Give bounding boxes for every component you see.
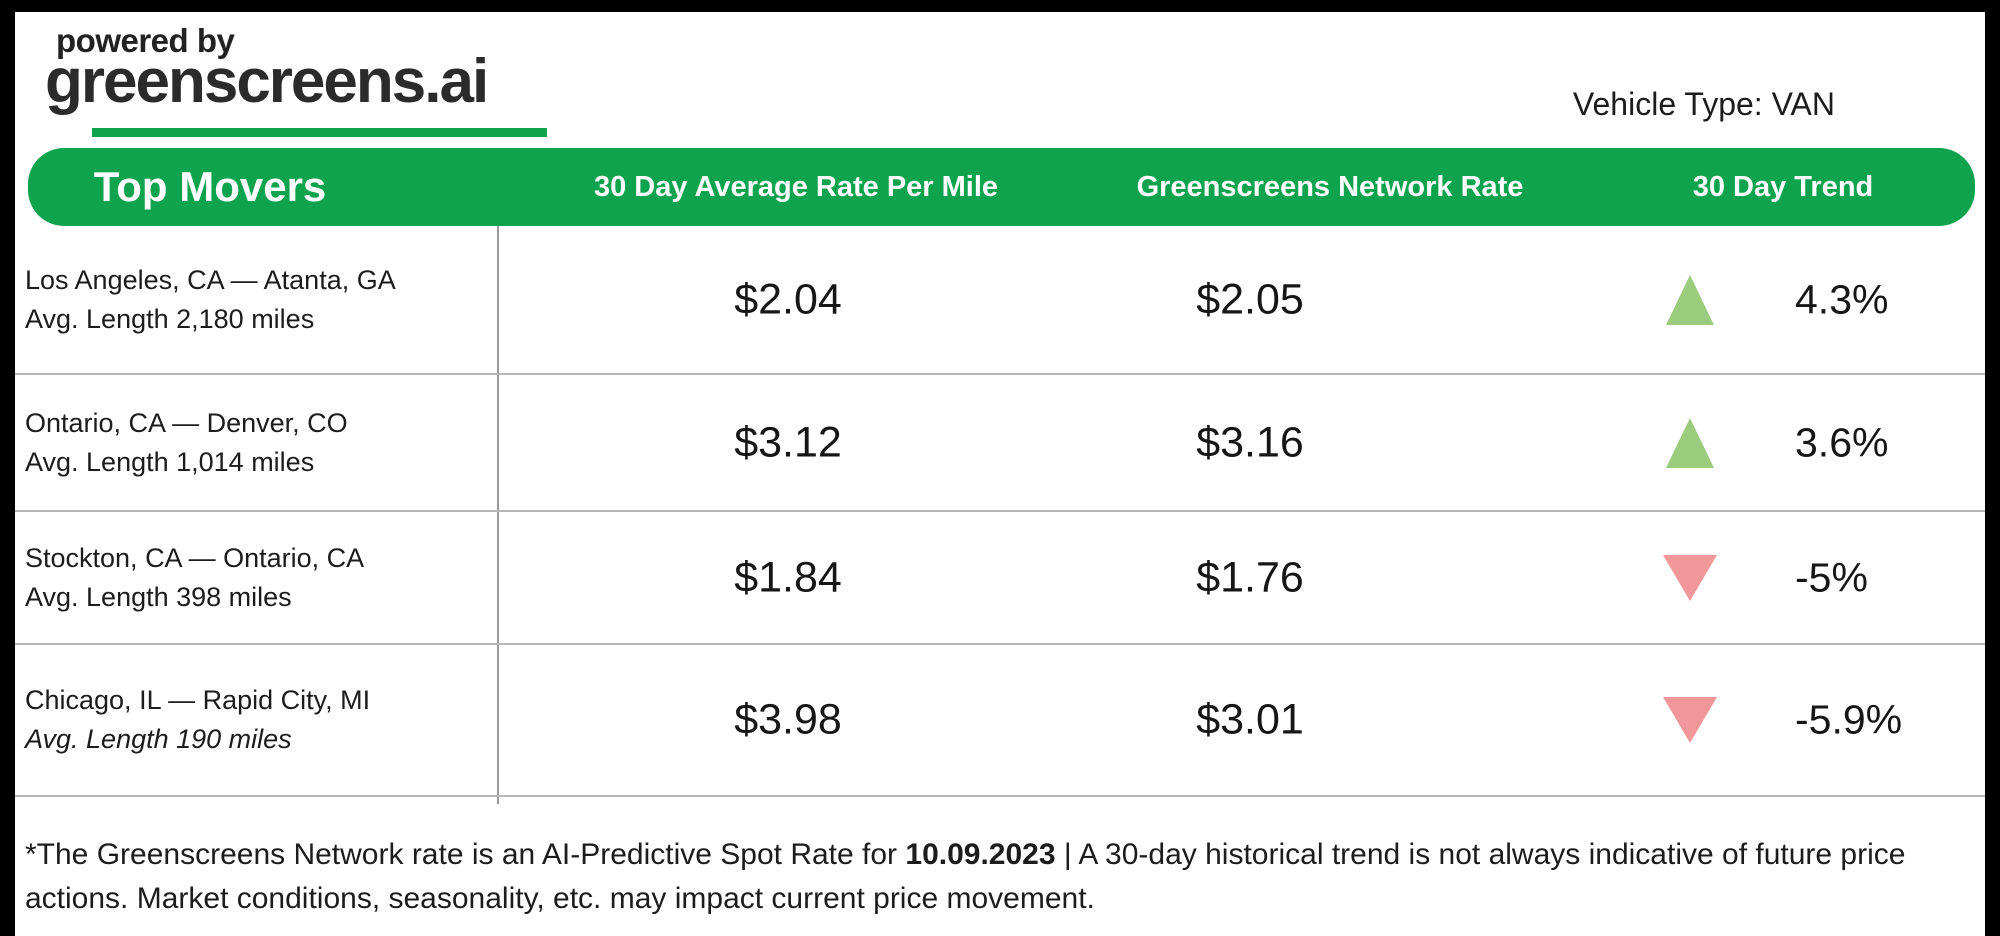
trend-down-icon <box>1663 697 1717 743</box>
table-row: Los Angeles, CA — Atanta, GA Avg. Length… <box>15 226 1985 375</box>
route-text: Ontario, CA — Denver, CO <box>25 407 348 438</box>
footnote-text-pre: *The Greenscreens Network rate is an AI-… <box>25 838 906 871</box>
avg-rate-value: $2.04 <box>734 275 842 323</box>
trend-percent-value: 4.3% <box>1795 276 1889 322</box>
header-30day-avg-rate: 30 Day Average Rate Per Mile <box>593 171 999 203</box>
trend-up-icon <box>1666 417 1714 468</box>
header-top-movers: Top Movers <box>93 163 327 210</box>
avg-rate-value: $1.84 <box>734 553 842 601</box>
table-header-bar <box>28 148 1975 226</box>
trend-percent-value: -5% <box>1795 554 1868 600</box>
footnote-date: 10.09.2023 <box>905 838 1056 871</box>
header-network-rate: Greenscreens Network Rate <box>1136 171 1524 203</box>
table-row: Ontario, CA — Denver, CO Avg. Length 1,0… <box>15 375 1985 512</box>
avg-rate-value: $3.98 <box>734 695 842 744</box>
route-length-text: Avg. Length 398 miles <box>25 581 292 612</box>
route-length-text: Avg. Length 190 miles <box>25 724 292 754</box>
route-cell: Chicago, IL — Rapid City, MI Avg. Length… <box>25 681 370 759</box>
network-rate-value: $2.05 <box>1196 275 1304 323</box>
greenscreens-logo: greenscreens.ai <box>45 47 489 116</box>
column-divider-line <box>497 226 499 804</box>
route-length-text: Avg. Length 2,180 miles <box>25 303 315 334</box>
trend-down-icon <box>1663 554 1717 601</box>
powered-by-text: powered by <box>56 22 235 59</box>
table-row: Stockton, CA — Ontario, CA Avg. Length 3… <box>15 512 1985 645</box>
table-row: Chicago, IL — Rapid City, MI Avg. Length… <box>15 645 1985 797</box>
frame-top-strip <box>0 0 2000 12</box>
network-rate-value: $1.76 <box>1196 553 1304 601</box>
frame-right-strip <box>1985 0 2000 936</box>
frame-left-strip <box>0 0 15 936</box>
footnote-text-post: | A 30-day historical trend is not alway… <box>25 838 1906 915</box>
avg-rate-value: $3.12 <box>734 418 842 466</box>
network-rate-value: $3.01 <box>1196 695 1304 744</box>
footnote: *The Greenscreens Network rate is an AI-… <box>25 833 1955 921</box>
route-text: Chicago, IL — Rapid City, MI <box>25 685 371 715</box>
route-length-text: Avg. Length 1,014 miles <box>25 446 315 477</box>
route-text: Los Angeles, CA — Atanta, GA <box>25 264 396 295</box>
route-cell: Los Angeles, CA — Atanta, GA Avg. Length… <box>25 261 396 339</box>
vehicle-type-label: Vehicle Type: VAN <box>1572 86 1835 122</box>
trend-percent-value: -5.9% <box>1795 696 1903 743</box>
route-cell: Stockton, CA — Ontario, CA Avg. Length 3… <box>25 539 364 617</box>
route-cell: Ontario, CA — Denver, CO Avg. Length 1,0… <box>25 404 348 482</box>
table-body: Los Angeles, CA — Atanta, GA Avg. Length… <box>15 226 1985 797</box>
trend-up-icon <box>1666 274 1714 325</box>
route-text: Stockton, CA — Ontario, CA <box>25 542 365 573</box>
header-30day-trend: 30 Day Trend <box>1692 171 1874 203</box>
logo-underline <box>92 128 547 137</box>
network-rate-value: $3.16 <box>1196 418 1304 466</box>
trend-percent-value: 3.6% <box>1795 419 1889 465</box>
